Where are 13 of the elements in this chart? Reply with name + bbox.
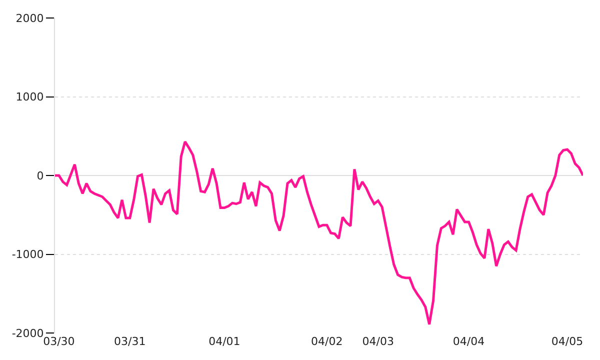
y-tick-label: 2000	[16, 12, 44, 25]
y-tick-label: 0	[36, 169, 44, 182]
y-tick-label: -2000	[12, 326, 44, 340]
y-tick-label: -1000	[12, 248, 44, 262]
x-tick-label: 03/30	[43, 335, 75, 348]
line-series	[55, 140, 583, 326]
x-tick-label: 03/31	[114, 335, 146, 348]
x-tick-label: 04/05	[551, 335, 584, 348]
y-tick-label: 1000	[16, 90, 44, 104]
x-tick-label: 04/03	[362, 335, 394, 348]
x-tick-label: 04/01	[208, 335, 240, 348]
x-tick-label: 04/04	[452, 335, 485, 348]
x-tick-label: 04/02	[311, 335, 343, 348]
